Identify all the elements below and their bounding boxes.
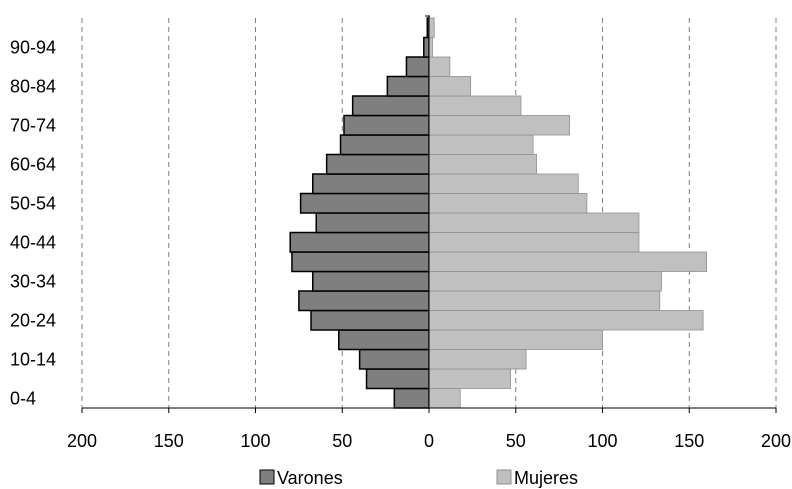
bar-varones-15-19 (338, 329, 430, 351)
bar-varones-55-59 (312, 173, 430, 195)
x-tick-label: 150 (154, 431, 184, 451)
bar-mujeres-30-34 (428, 271, 662, 292)
bar-mujeres-75-79 (428, 95, 522, 116)
x-tick-label: 0 (424, 431, 434, 451)
x-tick-label: 100 (240, 431, 270, 451)
bar-mujeres-70-74 (428, 115, 570, 136)
bar-varones-90-94 (423, 36, 430, 58)
bar-varones-10-14 (358, 348, 430, 370)
bar-mujeres-85-89 (428, 56, 451, 77)
bar-varones-25-29 (298, 290, 430, 312)
bar-varones-45-49 (315, 212, 430, 234)
bar-varones-50-54 (299, 192, 430, 214)
legend-mujeres-label: Mujeres (514, 468, 578, 488)
legend-varones-label: Varones (277, 468, 343, 488)
bars-layer (289, 17, 708, 409)
bar-mujeres-35-39 (428, 251, 708, 272)
bar-mujeres-90-94 (428, 37, 433, 58)
x-tick-label: 150 (674, 431, 704, 451)
age-group-label: 90-94 (10, 37, 56, 57)
legend: Varones Mujeres (259, 468, 578, 488)
axis-layer (81, 15, 777, 413)
bar-mujeres-60-64 (428, 154, 537, 175)
bar-mujeres-65-69 (428, 134, 534, 155)
legend-varones-swatch (259, 469, 275, 485)
bar-mujeres-25-29 (428, 290, 661, 311)
bar-varones-20-24 (310, 309, 430, 331)
bar-mujeres-0-4 (428, 388, 461, 409)
bar-mujeres-55-59 (428, 173, 579, 194)
bar-mujeres-50-54 (428, 193, 588, 214)
bar-mujeres-95+ (428, 17, 435, 38)
bar-mujeres-80-84 (428, 76, 472, 97)
age-group-label: 40-44 (10, 232, 56, 252)
bar-mujeres-20-24 (428, 310, 704, 331)
bar-mujeres-5-9 (428, 368, 511, 389)
bar-mujeres-10-14 (428, 349, 527, 370)
bar-varones-80-84 (386, 75, 430, 97)
bar-varones-35-39 (291, 251, 430, 273)
legend-mujeres-swatch (496, 469, 512, 485)
age-group-label: 0-4 (10, 388, 36, 408)
x-tick-label: 50 (332, 431, 352, 451)
x-tick-label: 50 (506, 431, 526, 451)
age-group-label: 20-24 (10, 310, 56, 330)
bar-mujeres-45-49 (428, 212, 640, 233)
age-group-label: 10-14 (10, 349, 56, 369)
bar-mujeres-40-44 (428, 232, 640, 253)
bar-varones-5-9 (365, 368, 430, 390)
bar-varones-65-69 (339, 134, 430, 156)
bar-varones-60-64 (325, 153, 430, 175)
bar-varones-30-34 (312, 270, 430, 292)
x-tick-label: 200 (67, 431, 97, 451)
age-group-label: 50-54 (10, 193, 56, 213)
bar-mujeres-15-19 (428, 329, 603, 350)
age-group-label: 30-34 (10, 271, 56, 291)
bar-varones-40-44 (289, 231, 430, 253)
age-group-label: 70-74 (10, 115, 56, 135)
bar-varones-75-79 (351, 95, 430, 117)
age-group-label: 60-64 (10, 154, 56, 174)
bar-varones-70-74 (343, 114, 430, 136)
x-tick-label: 200 (761, 431, 791, 451)
bar-varones-0-4 (393, 387, 430, 409)
age-group-label: 80-84 (10, 76, 56, 96)
bar-varones-85-89 (405, 56, 430, 78)
x-tick-label: 100 (587, 431, 617, 451)
label-layer: 200 150 100 50 0 50 100 150 200 0-4 10-14 20-24 30-3… (10, 37, 791, 451)
